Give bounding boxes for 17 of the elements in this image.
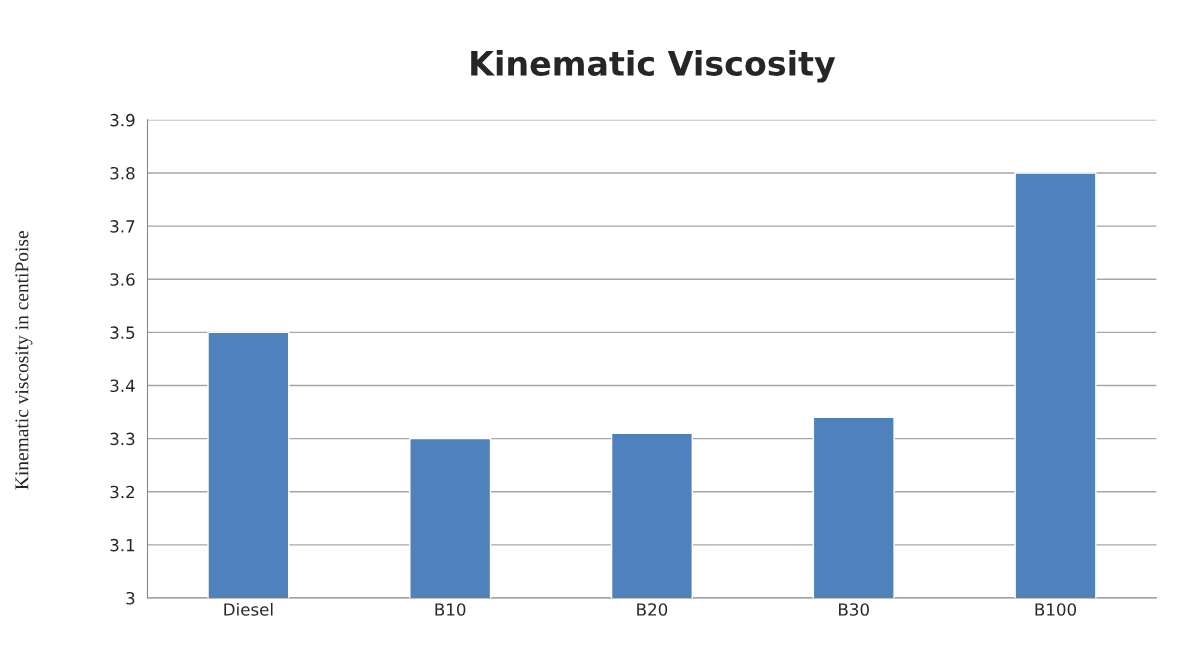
x-tick-label: B100 [1035, 603, 1077, 616]
chart-title: Kinematic Viscosity [471, 50, 836, 83]
y-tick-label: 3 [126, 591, 135, 605]
y-tick-label: 3.2 [110, 485, 135, 499]
y-tick-label: 3.9 [110, 113, 135, 127]
x-tick-label: B10 [435, 603, 466, 616]
x-tick-label: Diesel [224, 602, 273, 616]
y-tick-label: 3.6 [110, 273, 135, 286]
y-tick-label: 3.5 [110, 326, 135, 339]
y-tick-label: 3.7 [110, 220, 135, 233]
y-tick-label: 3.3 [110, 432, 135, 446]
y-tick-label: 3.4 [110, 379, 135, 393]
x-tick-label: B30 [839, 603, 869, 616]
x-tick-label: B20 [637, 603, 668, 616]
y-tick-label: 3.8 [110, 166, 135, 180]
y-tick-label: 3.1 [110, 538, 135, 552]
y-axis-title: Kinematic viscosity in centiPoise [15, 231, 33, 490]
